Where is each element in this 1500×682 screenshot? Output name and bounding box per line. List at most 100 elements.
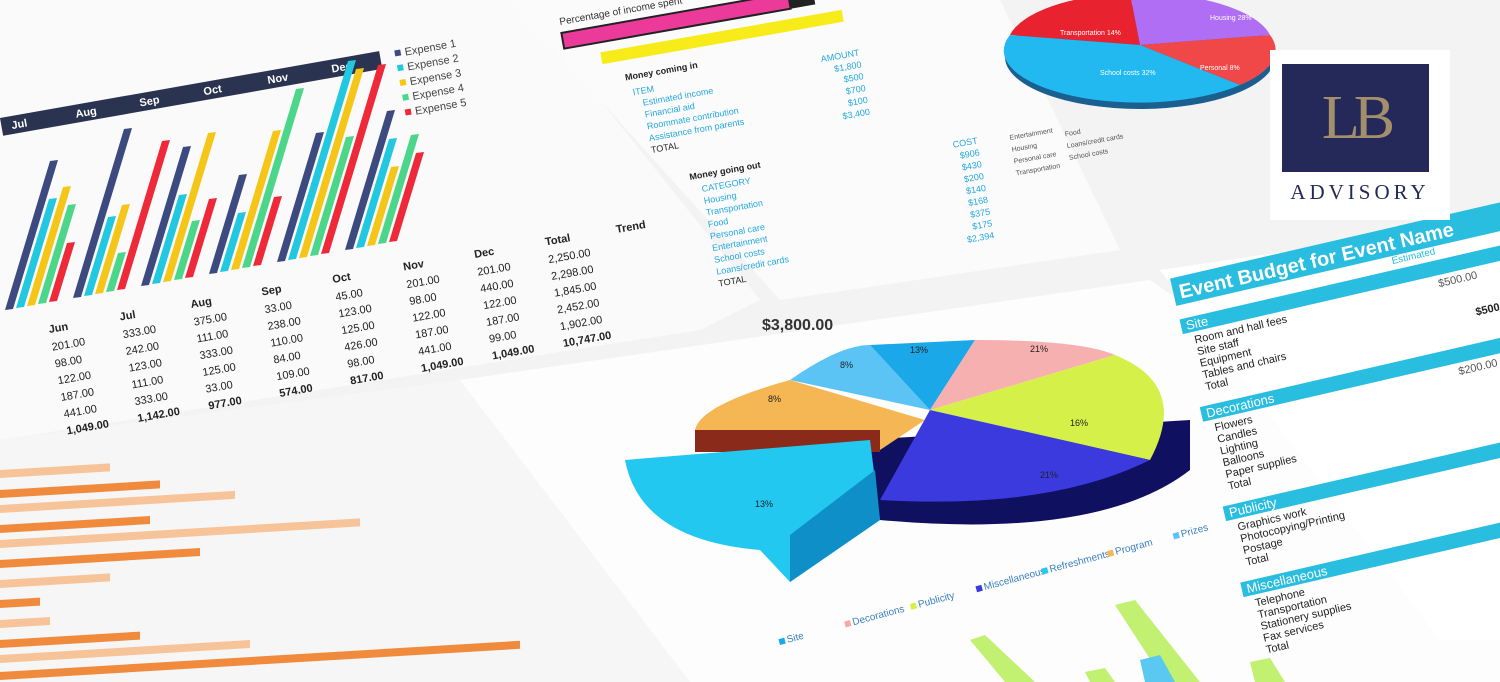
expense-bar — [84, 216, 116, 296]
table-cell: 440.00 — [479, 278, 514, 296]
orange-bar — [0, 573, 110, 588]
month-label: Sep — [139, 94, 161, 109]
expense-bar — [378, 134, 419, 244]
table-cell: 187.00 — [485, 311, 520, 329]
section-header-bar — [1240, 501, 1500, 598]
pie-label: School costs 32% — [1100, 70, 1156, 77]
budget-line-item: Total — [1227, 476, 1252, 493]
table-cell: 122.00 — [411, 307, 446, 325]
table-cell: 98.00 — [346, 354, 375, 371]
table-cell: 125.00 — [202, 361, 237, 379]
lb-advisory-logo: LB ADVISORY — [1270, 50, 1450, 220]
pie-label: Housing 28% — [1210, 15, 1252, 22]
item-amount: COST — [952, 135, 979, 149]
expense-bar — [288, 60, 356, 260]
legend-swatch — [396, 64, 404, 72]
legend-swatch — [1172, 532, 1180, 540]
pie-slice-label: 8% — [840, 360, 853, 370]
table-cell: 375.00 — [193, 311, 228, 329]
table-cell: 242.00 — [125, 340, 160, 358]
table-cell: 122.00 — [57, 370, 92, 388]
pie-slice-label: 8% — [768, 394, 781, 404]
expense-bar — [95, 204, 130, 294]
expense-bar — [253, 196, 282, 266]
legend-swatch — [1106, 549, 1115, 558]
expense-bar — [38, 204, 76, 304]
column-header: Total — [544, 232, 571, 248]
logo-mark-box: LB — [1282, 64, 1429, 172]
table-cell: 111.00 — [131, 374, 165, 391]
budget-paper — [510, 0, 1120, 300]
table-cell: 122.00 — [482, 295, 517, 313]
month-label: Aug — [75, 105, 98, 121]
item-amount: $140 — [965, 183, 986, 196]
legend-label: School costs — [1069, 148, 1110, 162]
logo-mark: LB — [1321, 83, 1395, 152]
table-cell: 123.00 — [128, 357, 163, 375]
expense-bar — [389, 152, 424, 242]
pie-label: Transportation 14% — [1060, 30, 1121, 37]
expense-bar — [242, 88, 304, 268]
section-header-bar — [1222, 425, 1500, 522]
total-cell: 574.00 — [278, 382, 313, 400]
item-label: Food — [707, 216, 729, 229]
item-label: TOTAL — [650, 140, 679, 155]
orange-bar — [0, 463, 110, 478]
expense-bar — [152, 194, 187, 284]
orange-bar — [0, 640, 520, 680]
table-cell: 441.00 — [63, 403, 98, 421]
column-header: Jul — [119, 309, 137, 324]
column-header: Trend — [615, 219, 647, 236]
column-header: Dec — [473, 246, 495, 261]
month-label: Jul — [11, 117, 29, 132]
section-header-bar — [1199, 326, 1500, 422]
pie-total: $3,800.00 — [762, 317, 833, 334]
orange-bar — [0, 548, 200, 568]
expense-bar — [106, 252, 126, 292]
table-cell: 98.00 — [54, 354, 83, 371]
item-amount: $375 — [969, 206, 990, 219]
total-cell: 817.00 — [349, 370, 384, 388]
orange-bar — [0, 490, 235, 513]
pie-slice-label: 21% — [1030, 344, 1048, 354]
column-header: Nov — [402, 258, 425, 274]
table-cell: 426.00 — [343, 336, 378, 354]
table-cell: 238.00 — [267, 315, 302, 333]
table-cell: 125.00 — [340, 320, 375, 338]
item-amount: $175 — [971, 218, 992, 231]
legend-label: Site — [786, 631, 806, 646]
legend-swatch — [844, 620, 852, 628]
expense-bar — [231, 130, 281, 270]
item-amount: $100 — [847, 95, 868, 108]
expense-bar — [141, 146, 191, 286]
budget-line-item: Total — [1265, 639, 1290, 656]
month-label: Oct — [203, 83, 223, 98]
pie-slice-label: 16% — [1070, 418, 1088, 428]
table-cell: 333.00 — [122, 324, 157, 342]
expense-bar — [73, 128, 132, 298]
orange-bar — [0, 597, 40, 608]
expense-bar — [209, 174, 247, 274]
budget-line-item: Total — [1204, 376, 1229, 393]
legend-label: Housing — [1011, 142, 1038, 153]
table-cell: 123.00 — [338, 303, 373, 321]
legend-label: Food — [1064, 129, 1081, 139]
expense-bar — [220, 212, 246, 272]
event-pie: 8% 13% 21% 16% 21% 13% 8% — [625, 340, 1190, 582]
legend-swatch — [778, 637, 786, 645]
orange-bar — [0, 518, 360, 548]
legend-swatch — [402, 93, 410, 101]
expense-bars — [5, 60, 424, 310]
expense-bar — [163, 132, 216, 282]
logo-wordmark: ADVISORY — [1290, 180, 1430, 204]
table-cell: 201.00 — [405, 274, 440, 292]
column-header: Jun — [48, 321, 70, 336]
table-cell: 98.00 — [408, 291, 437, 308]
pie-slice-label: 21% — [1040, 470, 1058, 480]
expense-bar — [174, 220, 200, 280]
orange-bar — [0, 617, 50, 628]
legend-swatch — [404, 108, 412, 116]
orange-bar — [0, 631, 140, 648]
table-cell: 187.00 — [414, 324, 449, 342]
